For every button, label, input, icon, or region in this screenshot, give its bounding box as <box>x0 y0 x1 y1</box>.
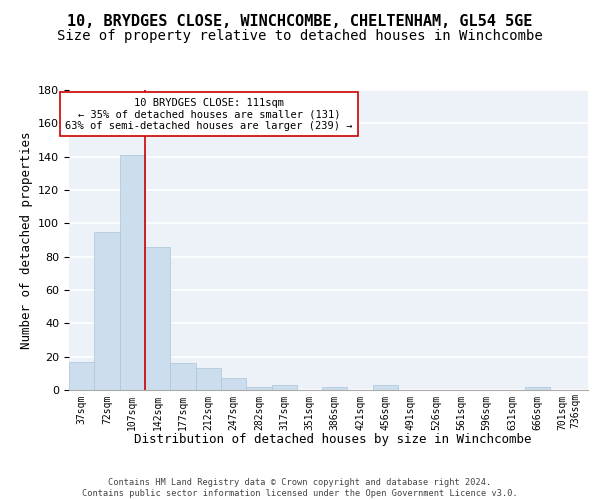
Bar <box>246 386 272 390</box>
Y-axis label: Number of detached properties: Number of detached properties <box>20 131 32 349</box>
Bar <box>272 385 297 390</box>
Text: 10 BRYDGES CLOSE: 111sqm
← 35% of detached houses are smaller (131)
63% of semi-: 10 BRYDGES CLOSE: 111sqm ← 35% of detach… <box>65 98 353 130</box>
Bar <box>221 378 246 390</box>
Bar <box>373 385 398 390</box>
Bar <box>322 386 347 390</box>
Bar <box>94 232 119 390</box>
Bar <box>69 362 94 390</box>
Text: Distribution of detached houses by size in Winchcombe: Distribution of detached houses by size … <box>134 432 532 446</box>
Bar <box>170 364 196 390</box>
Bar <box>119 155 145 390</box>
Bar <box>196 368 221 390</box>
Bar <box>525 386 550 390</box>
Text: Size of property relative to detached houses in Winchcombe: Size of property relative to detached ho… <box>57 29 543 43</box>
Bar <box>145 246 170 390</box>
Text: 10, BRYDGES CLOSE, WINCHCOMBE, CHELTENHAM, GL54 5GE: 10, BRYDGES CLOSE, WINCHCOMBE, CHELTENHA… <box>67 14 533 29</box>
Text: 736sqm: 736sqm <box>571 393 580 428</box>
Text: Contains HM Land Registry data © Crown copyright and database right 2024.
Contai: Contains HM Land Registry data © Crown c… <box>82 478 518 498</box>
